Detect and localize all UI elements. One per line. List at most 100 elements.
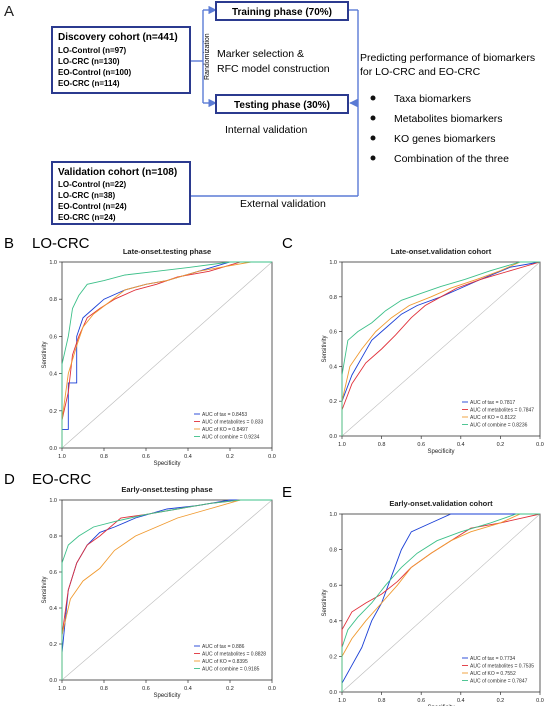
legend-label: AUC of metabolites = 0.7847 — [470, 407, 534, 413]
y-tick-label: 0.2 — [49, 409, 57, 415]
x-tick-label: 0.6 — [417, 442, 425, 448]
diagonal-reference-line — [341, 261, 541, 437]
chart-title: Early-onset.validation cohort — [389, 499, 493, 508]
roc-curve-combine — [341, 513, 540, 692]
x-tick-label: 0.4 — [184, 686, 192, 692]
roc-curve-ko — [61, 261, 272, 448]
validation-cohort-box: Validation cohort (n=108) LO-Control (n=… — [51, 161, 191, 225]
y-tick-label: 0.4 — [49, 606, 57, 612]
y-tick-label: 0.2 — [49, 642, 57, 648]
x-axis-label: Specificity — [153, 461, 180, 467]
y-tick-label: 0.0 — [49, 678, 57, 684]
legend-label: AUC of combine = 0.7847 — [470, 678, 528, 684]
panel-letter-d: D — [4, 471, 15, 488]
plot-frame — [61, 261, 273, 449]
x-axis-label: Specificity — [427, 449, 454, 455]
roc-chart-early-onset-validation: Early-onset.validation cohort 1.0 0.8 0.6 0.… — [322, 499, 544, 711]
legend-label: AUC of KO = 0.8122 — [470, 415, 516, 421]
y-tick-label: 0.2 — [329, 654, 337, 660]
panel-letter-b: B — [4, 235, 14, 252]
bullet-item: Taxa biomarkers — [394, 93, 471, 105]
x-tick-label: 0.2 — [226, 454, 234, 460]
group-label-eo: EO-CRC — [32, 471, 91, 488]
y-tick-label: 0.4 — [49, 372, 57, 378]
validation-title: Validation cohort (n=108) — [58, 167, 177, 178]
testing-phase-box: Testing phase (30%) — [215, 94, 349, 114]
y-axis-label: Sensitivity — [42, 341, 48, 368]
roc-curve-combine — [341, 261, 540, 436]
y-tick-label: 1.0 — [49, 260, 57, 266]
x-tick-label: 1.0 — [338, 698, 346, 704]
x-tick-label: 0.4 — [457, 442, 465, 448]
validation-line: EO-CRC (n=24) — [58, 213, 116, 222]
panel-letter-c: C — [282, 235, 293, 252]
chart-title: Early-onset.testing phase — [121, 485, 212, 494]
roc-curve-combine — [61, 499, 272, 680]
y-tick-label: 0.8 — [49, 297, 57, 303]
predicting-line2: for LO-CRC and EO-CRC — [360, 66, 481, 78]
y-tick-label: 1.0 — [49, 498, 57, 504]
discovery-title: Discovery cohort (n=441) — [58, 32, 178, 43]
legend-label: AUC of combine = 0.8236 — [470, 422, 528, 428]
bullet-item: Metabolites biomarkers — [394, 113, 503, 125]
roc-curve-combine — [61, 261, 272, 448]
x-tick-label: 0.0 — [268, 686, 276, 692]
x-tick-label: 0.2 — [497, 698, 505, 704]
validation-line: LO-Control (n=22) — [58, 180, 127, 189]
x-tick-label: 0.2 — [497, 442, 505, 448]
y-tick-label: 0.6 — [329, 330, 337, 336]
y-tick-label: 0.0 — [329, 434, 337, 440]
y-tick-label: 1.0 — [329, 512, 337, 518]
discovery-line: LO-Control (n=97) — [58, 46, 127, 55]
legend-label: AUC of tax = 0.7817 — [470, 400, 515, 406]
bullet-dot — [370, 155, 376, 161]
legend-label: AUC of combine = 0.9234 — [202, 434, 260, 440]
legend-label: AUC of tax = 0.7734 — [470, 656, 515, 662]
legend-label: AUC of tax = 0.8453 — [202, 412, 247, 418]
x-tick-label: 0.6 — [142, 454, 150, 460]
roc-curve-ko — [341, 261, 540, 436]
testing-label: Testing phase (30%) — [234, 100, 330, 111]
y-tick-label: 1.0 — [329, 260, 337, 266]
y-tick-label: 0.6 — [49, 334, 57, 340]
roc-chart-early-onset-testing: Early-onset.testing phase 1.0 0.8 0.6 0.4 0.2… — [42, 485, 276, 699]
legend-label: AUC of KO = 0.8395 — [202, 659, 248, 665]
y-axis-label: Sensitivity — [322, 589, 328, 616]
internal-validation-label: Internal validation — [225, 124, 307, 136]
legend-label: AUC of tax = 0.886 — [202, 644, 245, 650]
legend-label: AUC of combine = 0.9185 — [202, 666, 260, 672]
y-tick-label: 0.6 — [49, 570, 57, 576]
x-tick-label: 0.0 — [268, 454, 276, 460]
bullet-dot — [370, 95, 376, 101]
discovery-line: EO-CRC (n=114) — [58, 79, 120, 88]
group-label-lo: LO-CRC — [32, 235, 90, 252]
predicting-line1: Predicting performance of biomarkers — [360, 52, 535, 64]
x-tick-label: 0.0 — [536, 698, 544, 704]
y-tick-label: 0.4 — [329, 619, 337, 625]
legend-label: AUC of metabolites = 0.8828 — [202, 651, 266, 657]
y-tick-label: 0.0 — [49, 446, 57, 452]
discovery-line: EO-Control (n=100) — [58, 68, 131, 77]
y-tick-label: 0.8 — [49, 534, 57, 540]
bullet-dot — [370, 115, 376, 121]
y-tick-label: 0.8 — [329, 295, 337, 301]
training-phase-box: Training phase (70%) — [215, 1, 349, 21]
legend-label: AUC of KO = 0.8497 — [202, 427, 248, 433]
roc-chart-late-onset-validation: Late-onset.validation cohort 1.0 0.8 0.6 0.4… — [322, 247, 544, 455]
chart-title: Late-onset.validation cohort — [391, 247, 492, 256]
diagonal-reference-line — [61, 499, 273, 681]
discovery-cohort-box: Discovery cohort (n=441) LO-Control (n=9… — [51, 26, 191, 94]
x-tick-label: 0.8 — [100, 686, 108, 692]
x-tick-label: 0.4 — [184, 454, 192, 460]
legend-label: AUC of metabolites = 0.833 — [202, 419, 264, 425]
bullet-item: Combination of the three — [394, 153, 509, 165]
x-tick-label: 0.0 — [536, 442, 544, 448]
plot-frame — [341, 513, 541, 693]
x-tick-label: 1.0 — [338, 442, 346, 448]
legend-label: AUC of metabolites = 0.7535 — [470, 663, 534, 669]
x-tick-label: 0.4 — [457, 698, 465, 704]
diagonal-reference-line — [61, 261, 273, 449]
chart-title: Late-onset.testing phase — [123, 247, 211, 256]
